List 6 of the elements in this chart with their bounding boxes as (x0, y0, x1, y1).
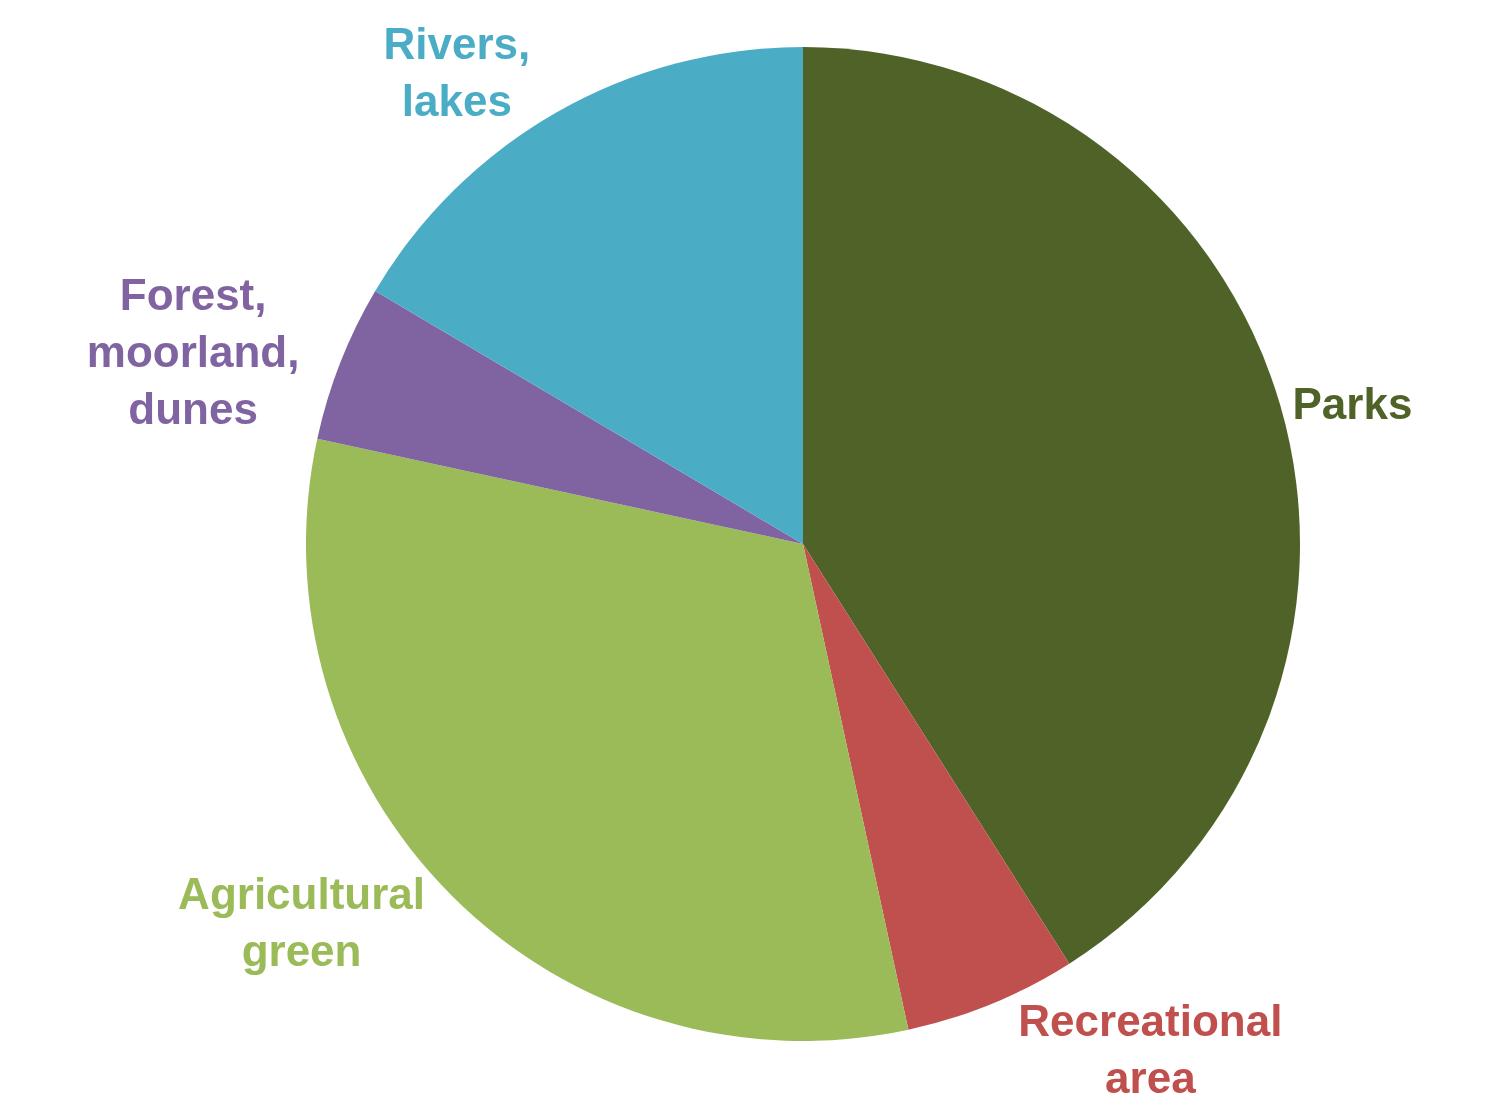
slice-label: Forest, moorland, dunes (86, 269, 300, 434)
slice-label: Agricultural green (178, 868, 426, 976)
slice-label: Rivers, lakes (383, 19, 531, 126)
pie-slice (317, 291, 803, 544)
slice-label: Recreational area (1018, 996, 1283, 1103)
slice-label: Parks (1292, 378, 1413, 428)
